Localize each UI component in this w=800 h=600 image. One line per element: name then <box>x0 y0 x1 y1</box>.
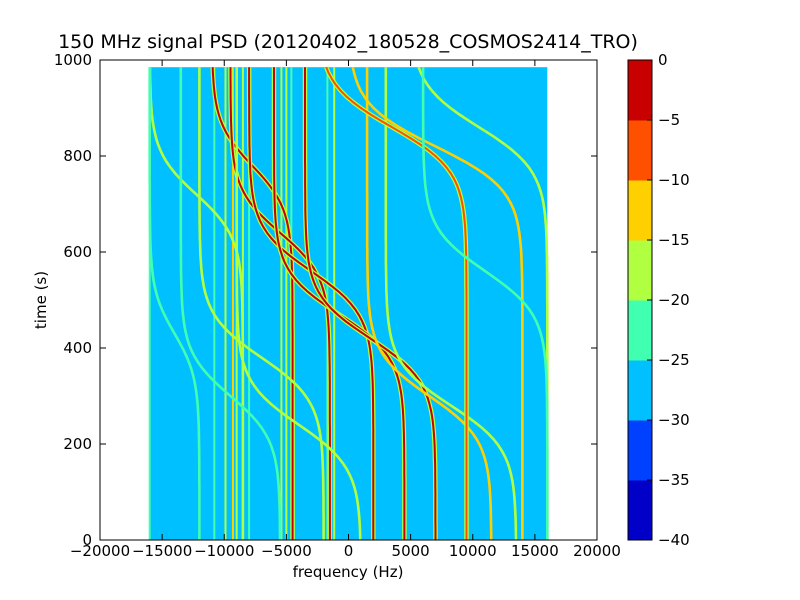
heatmap-data-layer <box>148 66 549 540</box>
colorbar-segment <box>628 480 652 541</box>
x-axis-label: frequency (Hz) <box>293 563 404 581</box>
doppler-track <box>148 67 245 540</box>
colorbar-segment <box>628 360 652 421</box>
doppler-track <box>248 67 375 540</box>
colorbar-tick-label: −20 <box>658 291 690 309</box>
x-tick-label: 0 <box>344 542 354 560</box>
colorbar-tick-label: −40 <box>658 531 690 549</box>
colorbar-segment <box>628 420 652 481</box>
colorbar-tick-label: −30 <box>658 411 690 429</box>
y-tick-label: 400 <box>63 339 92 357</box>
colorbar-tick-label: −5 <box>658 111 680 129</box>
colorbar-segment <box>628 180 652 241</box>
doppler-track <box>273 67 406 540</box>
y-tick-label: 200 <box>63 435 92 453</box>
doppler-track <box>211 67 294 540</box>
chart-title: 150 MHz signal PSD (20120402_180528_COSM… <box>58 31 638 53</box>
y-tick-label: 600 <box>63 243 92 261</box>
doppler-track <box>421 67 549 540</box>
y-axis-ticks: 0 200 400 600 800 1000 <box>54 51 597 549</box>
doppler-track <box>365 67 493 540</box>
x-tick-label: −20000 <box>70 542 130 560</box>
doppler-track <box>384 67 518 540</box>
doppler-track <box>351 66 524 540</box>
x-axis-ticks: −20000 −15000 −10000 −5000 0 5000 10000 15000 20… <box>70 60 621 560</box>
colorbar-tick-label: −10 <box>658 171 690 189</box>
x-tick-label: 15000 <box>511 542 559 560</box>
colorbar: −40 −35 −30 −25 −20 −15 −10 −5 0 <box>627 51 690 549</box>
x-tick-label: −15000 <box>132 542 192 560</box>
colorbar-segment <box>628 120 652 181</box>
x-tick-label: 20000 <box>573 542 621 560</box>
colorbar-segment <box>628 60 652 121</box>
y-tick-label: 1000 <box>54 51 92 69</box>
doppler-track <box>148 67 201 540</box>
x-tick-label: 10000 <box>449 542 497 560</box>
y-axis-label: time (s) <box>32 271 50 329</box>
doppler-track <box>198 67 325 540</box>
x-tick-label: −10000 <box>194 542 254 560</box>
colorbar-tick-label: −15 <box>658 231 690 249</box>
colorbar-segment <box>628 300 652 361</box>
doppler-track <box>179 67 282 540</box>
y-tick-label: 800 <box>63 147 92 165</box>
y-tick-label: 0 <box>82 531 92 549</box>
doppler-track <box>304 67 437 540</box>
colorbar-tick-label: 0 <box>658 51 668 69</box>
x-tick-label: −5000 <box>261 542 312 560</box>
doppler-track <box>235 67 362 540</box>
colorbar-tick-label: −35 <box>658 471 690 489</box>
colorbar-segment <box>628 240 652 301</box>
colorbar-tick-label: −25 <box>658 351 690 369</box>
x-tick-label: 5000 <box>392 542 430 560</box>
